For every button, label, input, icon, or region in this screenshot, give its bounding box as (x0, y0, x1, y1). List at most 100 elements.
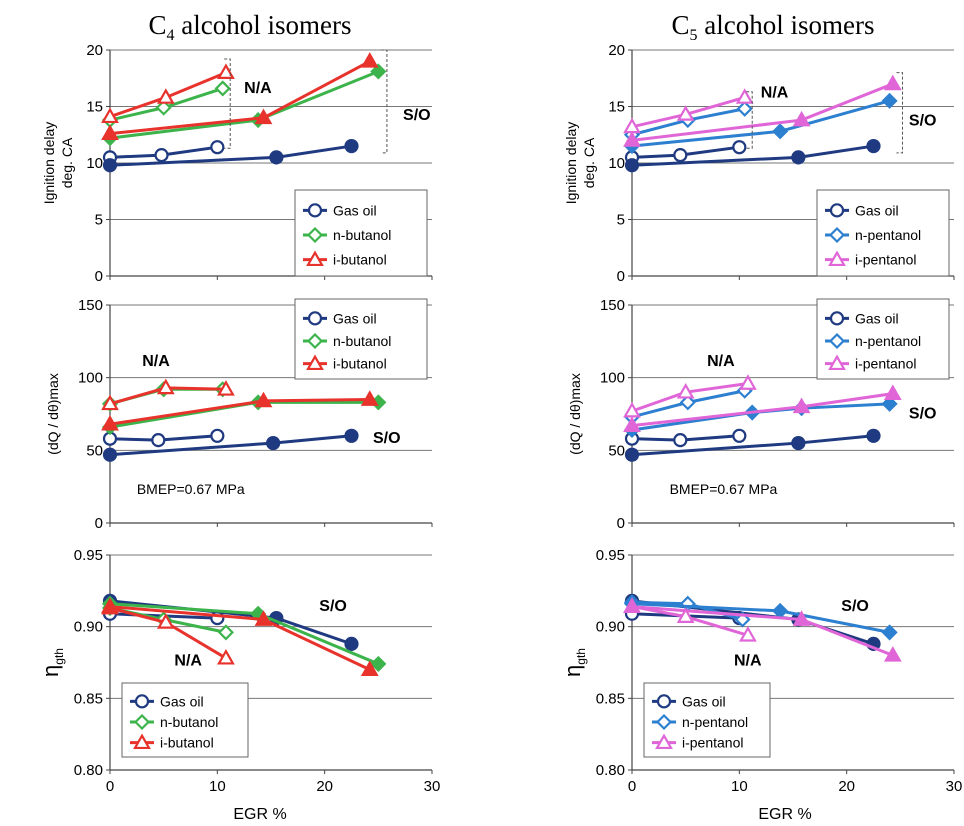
left-panel-3-x-tick-label: 10 (209, 778, 226, 795)
right-panel-1-series-2-point (866, 138, 881, 154)
left-panel-1-legend-label: Gas oil (333, 202, 377, 218)
left-panel-2-note: BMEP=0.67 MPa (137, 481, 245, 497)
right-panel-1-series-4-point (881, 92, 898, 109)
left-panel-3: 0.80 0.85 0.90 0.95 0 10 20 30 ηgth S/O N/A Gas oil… (38, 547, 440, 795)
left-panel-1-series-3-point (155, 99, 172, 116)
right-panel-1-y-tick-label: 10 (608, 155, 625, 172)
right-panel-2-series-4-point (881, 395, 898, 412)
right-panel-3-legend: Gas oil n-pentanol i-pentanol (643, 682, 771, 758)
left-panel-1-legend-label: n-butanol (333, 227, 391, 243)
left-panel-2-legend-label: Gas oil (333, 310, 377, 326)
right-panel-1-legend-swatch-marker (828, 226, 846, 244)
right-panel-1-legend-label: Gas oil (855, 202, 899, 218)
right-panel-1-y-tick-label: 15 (608, 99, 625, 116)
left-panel-2-legend-swatch-marker (307, 311, 323, 326)
left-panel-2-series-5-point (156, 378, 175, 395)
right-panel-2-series-5-point (739, 374, 757, 390)
left-panel-3-x-tick-label: 20 (316, 778, 333, 795)
left-x-axis-label: EGR % (233, 806, 286, 823)
left-panel-2-annotation: S/O (373, 430, 401, 447)
right-panel-2-legend-label: Gas oil (855, 310, 899, 326)
right-panel-3-series-6-point (792, 610, 811, 626)
left-panel-3-series-5-point (156, 613, 175, 629)
right-panel-1-legend-label: i-pentanol (855, 252, 917, 268)
right-panel-2-legend-swatch-marker (828, 354, 846, 371)
left-panel-1-series-3-point (214, 80, 231, 97)
right-panel-3-x-tick-label: 30 (946, 778, 963, 795)
right-panel-2-y-tick-label: 0 (617, 515, 625, 532)
right-panel-2-y-tick-label: 50 (608, 442, 625, 459)
left-panel-1-y-axis-label: Ignition delay deg. CA (41, 122, 75, 205)
left-panel-2-series-1-point (151, 433, 166, 448)
right-panel-2-legend: Gas oil n-pentanol i-pentanol (816, 298, 950, 380)
right-panel-2-legend-swatch-marker (828, 332, 846, 350)
left-panel-3-y-tick-label: 0.85 (74, 690, 103, 707)
left-panel-2-series-6-point (101, 414, 119, 431)
left-panel-2-legend-label: i-butanol (333, 356, 387, 372)
left-panel-1-series-6-point (360, 52, 379, 68)
right-panel-3-legend-label: i-pentanol (682, 735, 744, 751)
left-panel-2-y-tick-label: 100 (78, 370, 103, 387)
left-panel-1-bracket (224, 58, 231, 149)
left-panel-3-series-2-point (344, 636, 359, 651)
left-panel-1-y-tick-label: 10 (86, 155, 103, 172)
left-panel-3-x-tick-label: 30 (424, 778, 441, 795)
right-panel-3-series-4-point (881, 624, 898, 641)
right-panel-2-series-3-point (679, 394, 696, 411)
right-panel-2-series-5-point (623, 401, 641, 418)
right-panel-2-series-5-point (676, 382, 695, 399)
left-panel-1-y-tick-label: 15 (86, 99, 103, 116)
right-panel-2-series-2-point (791, 435, 806, 451)
right-panel-3-legend-swatch-marker (655, 733, 673, 750)
right-panel-2-legend-swatch-marker (829, 311, 845, 326)
left-panel-3-y-tick-label: 0.80 (74, 762, 103, 779)
left-panel-3-series-5-point (217, 648, 235, 665)
left-panel-2-legend: Gas oil n-butanol i-butanol (294, 298, 428, 380)
right-panel-2-series-2-point (624, 447, 640, 462)
right-panel-3-legend-swatch-marker (656, 694, 672, 709)
left-panel-3-series-6-point (360, 660, 379, 677)
left-panel-2-series-5-point (217, 380, 235, 396)
right-panel-2-series-6-point (883, 384, 902, 401)
right-panel-1-series-3-point (736, 100, 753, 117)
left-panel-1-series-6-point (254, 108, 273, 125)
right-panel-1-y-tick-label: 20 (608, 42, 625, 59)
right-panel-3-series-5-point (676, 607, 695, 623)
left-panel-3-legend-swatch-marker (134, 694, 150, 709)
left-panel-2-series-2-point (344, 428, 359, 443)
right-column-title: C5 alcohol isomers (672, 10, 875, 44)
left-panel-2-series-4-line (109, 400, 379, 429)
left-panel-3-legend-swatch-marker (133, 713, 151, 731)
left-panel-2-y-tick-label: 50 (86, 442, 103, 459)
left-panel-2-y-axis-label: (dQ / dθ)max (45, 373, 61, 455)
right-panel-3-legend-swatch-marker (655, 713, 673, 731)
right-panel-1-annotation: S/O (909, 113, 937, 130)
left-panel-2-series-1-point (210, 428, 225, 443)
left-panel-1-series-6-point (101, 124, 119, 140)
right-panel-2-y-tick-label: 100 (600, 370, 625, 387)
right-panel-3-annotation: N/A (734, 652, 762, 669)
right-panel-3-y-tick-label: 0.80 (596, 762, 625, 779)
right-panel-3-y-tick-label: 0.95 (596, 547, 625, 564)
right-panel-3-legend-label: n-pentanol (682, 714, 748, 730)
left-panel-1-annotation: N/A (244, 80, 272, 97)
left-panel-3-series-4-point (370, 655, 387, 672)
chart-panels: 0 5 10 15 20 Ignition delay deg. CA N/A S/O Gas o… (38, 42, 962, 795)
right-panel-2-annotation: S/O (909, 405, 937, 422)
left-panel-2-legend-swatch-marker (306, 332, 324, 350)
right-x-axis-label: EGR % (758, 806, 811, 823)
left-panel-2-legend-label: n-butanol (333, 333, 391, 349)
right-panel-2-series-6-point (792, 397, 811, 414)
left-panel-3-y-tick-label: 0.90 (74, 619, 103, 636)
left-panel-1-legend-swatch-marker (307, 203, 323, 218)
right-panel-3: 0.80 0.85 0.90 0.95 0 10 20 30 ηgth S/O N/A Gas oil… (560, 547, 962, 795)
right-panel-3-series-6-point (883, 646, 902, 662)
left-panel-3-series-6-point (101, 597, 119, 613)
right-panel-1-series-2-point (791, 150, 806, 165)
left-panel-1-series-2-point (344, 138, 359, 154)
left-panel-1-series-5-point (217, 63, 235, 79)
left-panel-1-legend-label: i-butanol (333, 252, 387, 268)
left-panel-1-series-4-point (370, 63, 387, 80)
left-panel-1-annotation: S/O (403, 107, 431, 124)
left-panel-1: 0 5 10 15 20 Ignition delay deg. CA N/A S/O Gas o… (41, 42, 433, 285)
